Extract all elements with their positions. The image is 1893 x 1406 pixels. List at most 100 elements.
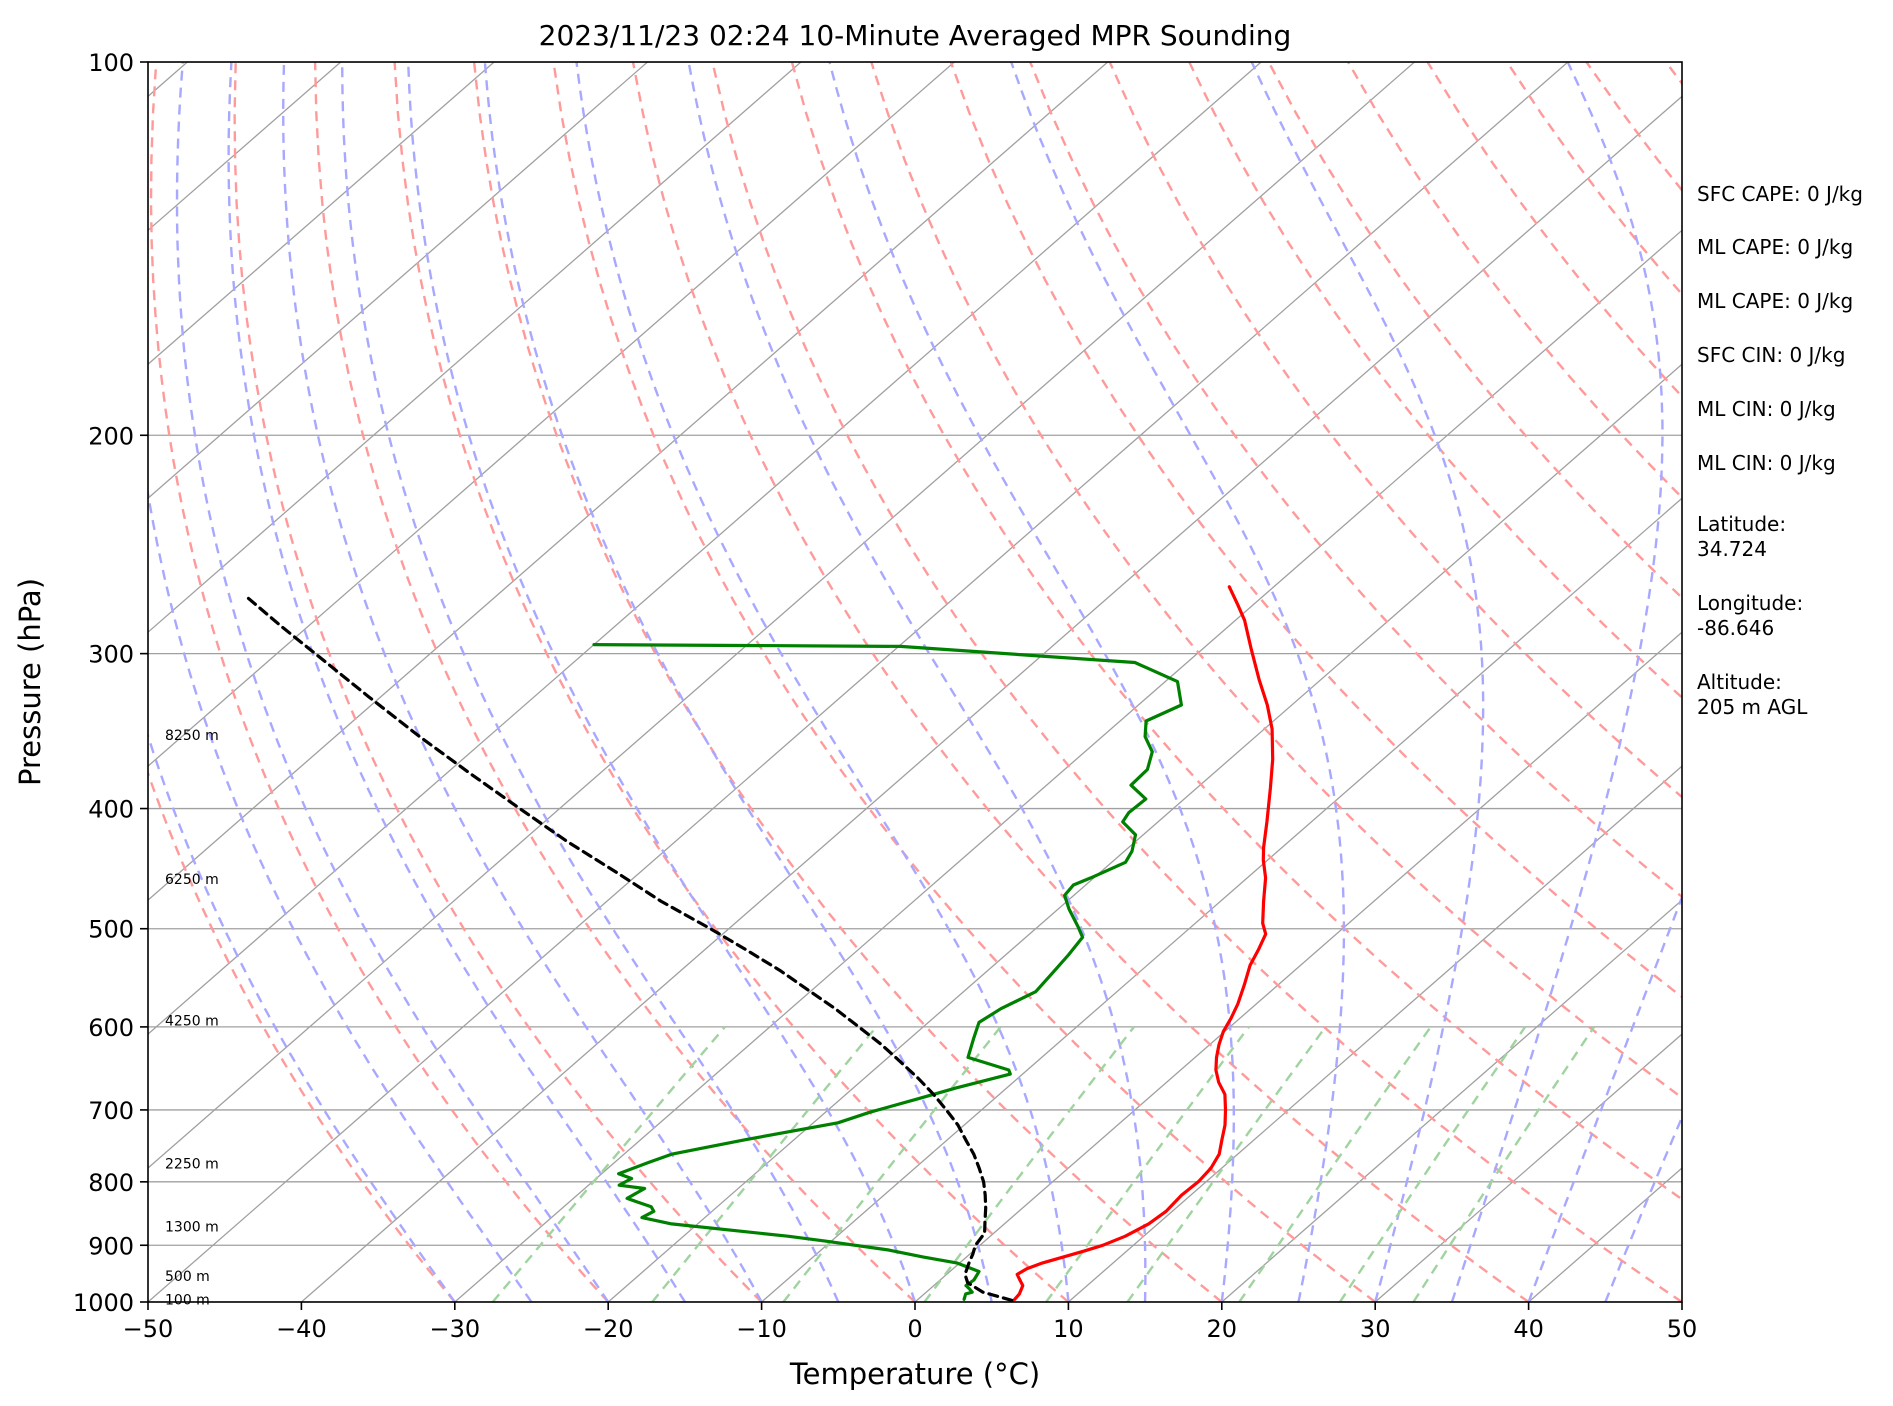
moist-adiabat — [148, 731, 456, 1302]
height-label: 100 m — [165, 1292, 210, 1308]
x-tick-label: −20 — [583, 1315, 634, 1343]
mixing-ratio-line — [1338, 1026, 1527, 1302]
isotherm-line — [148, 62, 802, 634]
moist-adiabat — [1450, 62, 1664, 1302]
dry-adiabat — [790, 62, 1682, 1201]
temperature-line — [1013, 585, 1275, 1301]
dry-adiabat — [949, 62, 1682, 999]
dry-adiabat — [472, 62, 1223, 1302]
x-tick-label: 0 — [907, 1315, 922, 1343]
moist-adiabat — [483, 62, 993, 1302]
isotherm-line — [148, 62, 1569, 1302]
dry-adiabat — [313, 62, 916, 1302]
parcel-line — [245, 595, 1014, 1302]
stat-text: SFC CIN: 0 J/kg — [1697, 343, 1846, 367]
x-axis: −50 −40 −30 −20 −10 0 10 20 30 40 50 — [123, 1302, 1698, 1343]
height-label: 1300 m — [165, 1219, 219, 1235]
dry-adiabat — [1267, 62, 1682, 600]
moist-adiabat — [1010, 62, 1346, 1302]
mixing-ratio-line — [782, 1026, 1002, 1302]
moist-adiabat — [575, 62, 1070, 1302]
isotherm-line — [914, 631, 1682, 1302]
y-axis-label: Pressure (hPa) — [13, 578, 47, 786]
dry-adiabat — [711, 62, 1682, 1302]
y-tick-label: 700 — [88, 1097, 134, 1125]
isotherm-line — [1374, 1033, 1682, 1302]
x-axis-label: Temperature (°C) — [789, 1357, 1040, 1391]
dry-adiabat — [233, 62, 763, 1302]
y-tick-label: 900 — [88, 1232, 134, 1260]
moist-adiabat — [227, 62, 686, 1302]
dewpoint-line — [592, 643, 1183, 1301]
moist-adiabat — [148, 486, 533, 1302]
stat-text: ML CAPE: 0 J/kg — [1697, 289, 1854, 313]
y-tick-label: 800 — [88, 1169, 134, 1197]
stat-text: Latitude: 34.724 — [1697, 512, 1787, 561]
isotherm-line — [148, 62, 648, 500]
x-tick-label: −50 — [123, 1315, 174, 1343]
x-tick-label: −40 — [276, 1315, 327, 1343]
mixing-ratio-line — [1238, 1026, 1432, 1302]
height-labels: 100 m 500 m 1300 m 2250 m 4250 m 6250 m 8250 m — [165, 728, 219, 1308]
y-tick-label: 500 — [88, 916, 134, 944]
dry-adiabat — [1029, 62, 1682, 899]
stat-text: ML CIN: 0 J/kg — [1697, 451, 1836, 475]
dry-adiabat — [148, 769, 456, 1302]
mixing-ratio-line — [1045, 1026, 1250, 1302]
stat-text: SFC CAPE: 0 J/kg — [1697, 182, 1863, 206]
chart-title: 2023/11/23 02:24 10-Minute Averaged MPR … — [539, 19, 1292, 52]
mixing-ratio-line — [651, 1026, 878, 1302]
isotherm-line — [1221, 899, 1682, 1302]
isotherm-line — [761, 497, 1682, 1302]
x-tick-label: 40 — [1513, 1315, 1544, 1343]
dry-adiabat — [393, 62, 1070, 1302]
isotherm-line — [1067, 765, 1682, 1302]
x-tick-label: 20 — [1207, 1315, 1238, 1343]
height-label: 2250 m — [165, 1156, 219, 1172]
isotherm-line — [148, 62, 1109, 901]
moist-adiabat — [687, 62, 1147, 1302]
isotherm-line — [454, 229, 1682, 1302]
mixing-ratio-line — [491, 1026, 726, 1302]
height-label: 500 m — [165, 1269, 210, 1285]
isotherm-line — [148, 62, 1262, 1035]
mixing-ratio-line — [923, 1026, 1135, 1302]
moist-adiabat — [175, 62, 610, 1302]
x-tick-label: 50 — [1667, 1315, 1698, 1343]
series-group — [245, 585, 1275, 1302]
dry-adiabat — [149, 62, 610, 1302]
isotherm-line — [607, 363, 1682, 1302]
stat-text: Longitude: -86.646 — [1697, 591, 1804, 640]
stat-text: ML CAPE: 0 J/kg — [1697, 235, 1854, 259]
moist-adiabat — [341, 62, 840, 1302]
stat-text: ML CIN: 0 J/kg — [1697, 397, 1836, 421]
isotherm-line — [300, 95, 1682, 1302]
stat-text: Altitude: 205 m AGL — [1697, 670, 1808, 719]
isotherm-line — [148, 62, 955, 768]
isotherm-line — [148, 62, 1415, 1169]
y-axis: 100 200 300 400 500 600 700 800 900 1000 — [73, 49, 148, 1317]
x-tick-label: −30 — [429, 1315, 480, 1343]
moist-adiabat — [1527, 893, 1682, 1302]
x-tick-label: −10 — [736, 1315, 787, 1343]
plot-frame — [147, 61, 1683, 1303]
background-lines — [148, 62, 1682, 1302]
moist-adiabat — [281, 62, 763, 1302]
y-tick-label: 200 — [88, 422, 134, 450]
y-tick-label: 100 — [88, 49, 134, 77]
moist-adiabat — [407, 62, 917, 1302]
dry-adiabat — [552, 62, 1376, 1302]
mixing-ratio-line — [1412, 1026, 1596, 1302]
x-tick-label: 30 — [1360, 1315, 1391, 1343]
y-tick-label: 300 — [88, 641, 134, 669]
y-tick-label: 400 — [88, 796, 134, 824]
height-label: 4250 m — [165, 1014, 219, 1030]
moist-adiabat — [828, 62, 1235, 1302]
isotherm-line — [148, 62, 495, 366]
dry-adiabat — [631, 62, 1530, 1302]
height-label: 6250 m — [165, 872, 219, 888]
y-tick-label: 600 — [88, 1014, 134, 1042]
isotherm-line — [148, 62, 342, 232]
x-tick-label: 10 — [1053, 1315, 1084, 1343]
